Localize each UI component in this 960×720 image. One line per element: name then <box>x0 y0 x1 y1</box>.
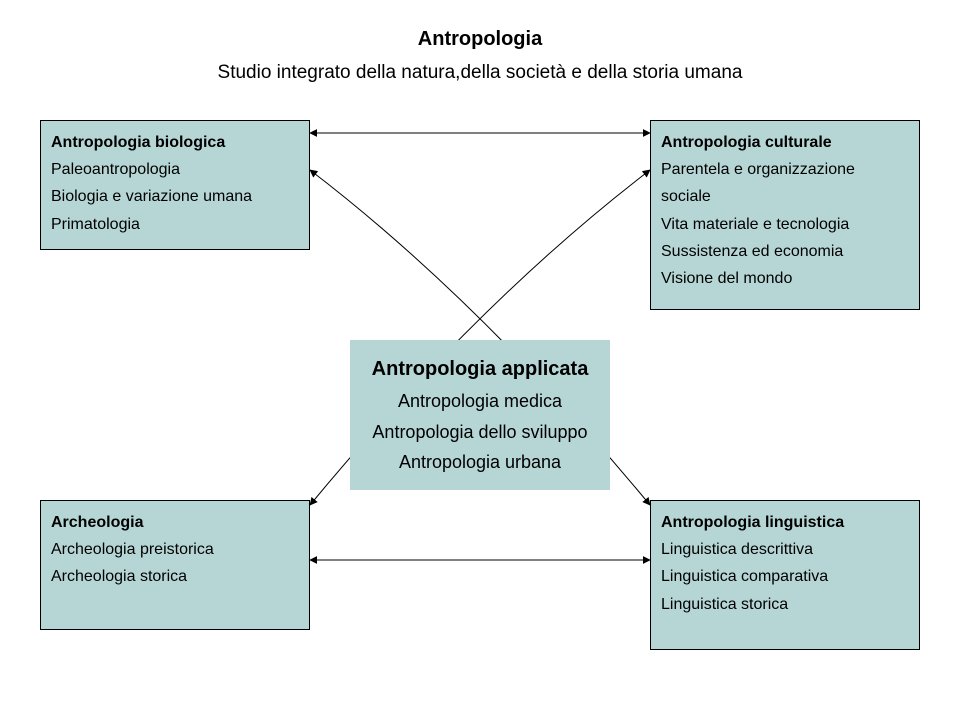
box-antropologia-linguistica: Antropologia linguistica Linguistica des… <box>650 500 920 650</box>
box-line: Visione del mondo <box>661 265 909 292</box>
box-heading: Archeologia <box>51 509 299 536</box>
box-antropologia-biologica: Antropologia biologica Paleoantropologia… <box>40 120 310 250</box>
box-line: Linguistica comparativa <box>661 563 909 590</box>
box-line: Archeologia preistorica <box>51 536 299 563</box>
box-line: Biologia e variazione umana <box>51 183 299 210</box>
box-line: Sussistenza ed economia <box>661 238 909 265</box>
box-line: Archeologia storica <box>51 563 299 590</box>
box-antropologia-applicata: Antropologia applicata Antropologia medi… <box>350 340 610 490</box>
box-line: Linguistica descrittiva <box>661 536 909 563</box>
box-line: Primatologia <box>51 211 299 238</box>
box-heading: Antropologia applicata <box>366 352 594 386</box>
box-archeologia: Archeologia Archeologia preistorica Arch… <box>40 500 310 630</box>
page-title: Antropologia <box>0 28 960 51</box>
box-line: Vita materiale e tecnologia <box>661 211 909 238</box>
box-heading: Antropologia linguistica <box>661 509 909 536</box>
box-line: Antropologia urbana <box>366 447 594 478</box>
box-antropologia-culturale: Antropologia culturale Parentela e organ… <box>650 120 920 310</box>
box-line: Antropologia dello sviluppo <box>366 417 594 448</box>
box-heading: Antropologia biologica <box>51 129 299 156</box>
box-line: Paleoantropologia <box>51 156 299 183</box>
box-heading: Antropologia culturale <box>661 129 909 156</box>
box-line: Parentela e organizzazione sociale <box>661 156 909 210</box>
page-subtitle: Studio integrato della natura,della soci… <box>0 62 960 84</box>
box-line: Antropologia medica <box>366 386 594 417</box>
diagram-stage: Antropologia Studio integrato della natu… <box>0 0 960 720</box>
box-line: Linguistica storica <box>661 591 909 618</box>
